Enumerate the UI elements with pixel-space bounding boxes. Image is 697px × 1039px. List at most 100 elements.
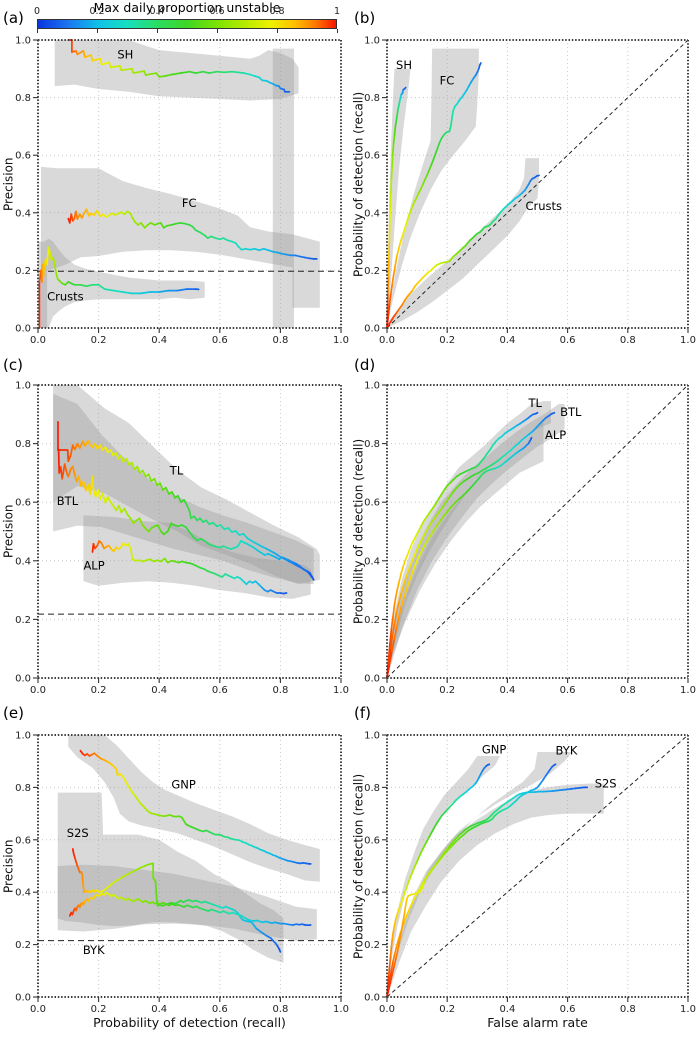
svg-text:0.2: 0.2 (15, 940, 31, 951)
panel-e-chart: 0.00.0 0.2 0.2 0.4 0.4 0.6 0.6 0.8 0.8 1.0 1.0 GNP S… (15, 731, 349, 1016)
x-axis-title-e: Probability of detection (recall) (93, 1015, 286, 1030)
panel-letter-b: (b) (354, 9, 376, 27)
svg-text:0.4: 0.4 (364, 556, 380, 567)
svg-text:0.8: 0.8 (272, 335, 288, 346)
svg-text:0.8: 0.8 (364, 93, 380, 104)
svg-text:0.6: 0.6 (364, 835, 380, 846)
svg-text:0.0: 0.0 (364, 674, 380, 685)
axis-tick-labels: 0.00.0 0.2 0.2 0.4 0.4 0.6 0.6 0.8 0.8 1.0 1.0 (364, 731, 696, 1016)
curve-label-ALP: ALP (545, 428, 566, 442)
svg-text:0.4: 0.4 (499, 335, 515, 346)
band-BTL (387, 404, 565, 678)
panel-b-chart: 0.00.0 0.2 0.2 0.4 0.4 0.6 0.6 0.8 0.8 1.0 1.0 SH FC… (364, 36, 696, 347)
svg-text:0.2: 0.2 (91, 335, 107, 346)
curve-GNP (386, 763, 491, 998)
svg-text:0.8: 0.8 (620, 685, 636, 696)
svg-text:0.0: 0.0 (364, 324, 380, 335)
curve-label-TL: TL (527, 396, 542, 410)
curve-GNP (79, 749, 312, 865)
svg-text:0.0: 0.0 (30, 335, 46, 346)
curve-label-Crusts: Crusts (525, 199, 562, 213)
svg-text:0.6: 0.6 (560, 685, 576, 696)
diagonal-reference-line (386, 734, 689, 998)
svg-text:1.0: 1.0 (333, 685, 349, 696)
panel-a-chart: 0.00.0 0.2 0.2 0.4 0.4 0.6 0.6 0.8 0.8 1.0 1.0 SH FC… (15, 36, 349, 347)
svg-text:0.0: 0.0 (379, 685, 395, 696)
svg-text:0.4: 0.4 (364, 208, 380, 219)
svg-text:0.4: 0.4 (151, 1004, 167, 1015)
svg-text:0.6: 0.6 (15, 498, 31, 509)
svg-text:0.2: 0.2 (364, 615, 380, 626)
curve-label-Crusts: Crusts (47, 290, 84, 304)
axis-ticks (382, 39, 689, 333)
panel-letter-d: (d) (354, 356, 376, 374)
curve-label-BTL: BTL (560, 405, 582, 419)
curve-FC (386, 62, 482, 329)
svg-text:0.6: 0.6 (212, 335, 228, 346)
band-ALP (387, 421, 544, 678)
confidence-bands (387, 48, 539, 329)
panel-c-chart: 0.00.0 0.2 0.2 0.4 0.4 0.6 0.6 0.8 0.8 1.0 1.0 TL BT… (15, 381, 349, 697)
curve-Crusts (386, 174, 540, 329)
colorbar-tick-label: 1 (333, 6, 341, 17)
colorbar-tick-mark (277, 29, 278, 33)
curve-label-TL: TL (169, 463, 184, 477)
band-Crusts (38, 238, 205, 328)
band-TL (53, 385, 320, 585)
confidence-bands (387, 752, 604, 997)
svg-text:0.4: 0.4 (15, 888, 31, 899)
curve-BTL (57, 448, 315, 581)
curve-label-FC: FC (440, 74, 455, 88)
svg-text:0.0: 0.0 (379, 1004, 395, 1015)
svg-text:0.8: 0.8 (364, 439, 380, 450)
curve-S2S (386, 786, 589, 998)
svg-text:1.0: 1.0 (364, 381, 380, 392)
svg-text:0.4: 0.4 (15, 208, 31, 219)
curve-label-GNP: GNP (482, 742, 507, 756)
axis-tick-labels: 0.00.0 0.2 0.2 0.4 0.4 0.6 0.6 0.8 0.8 1.0 1.0 (364, 36, 696, 347)
panel-letter-c: (c) (3, 356, 23, 374)
curve-SH (67, 39, 291, 93)
band-SH (272, 48, 294, 328)
curve-label-SH: SH (396, 58, 412, 72)
axis-ticks (382, 734, 689, 1002)
svg-text:0.8: 0.8 (272, 1004, 288, 1015)
grid-lines (387, 40, 688, 328)
curve-label-BTL: BTL (57, 494, 79, 508)
svg-text:0.6: 0.6 (560, 335, 576, 346)
colorbar-title: Max daily proportion unstable (93, 0, 281, 15)
svg-text:0.2: 0.2 (91, 1004, 107, 1015)
colorbar-tick-label: 0.4 (149, 6, 165, 17)
band-FC (387, 48, 479, 328)
svg-text:0.4: 0.4 (151, 685, 167, 696)
svg-text:1.0: 1.0 (680, 685, 696, 696)
curve-BYK (68, 891, 312, 927)
svg-text:1.0: 1.0 (680, 1004, 696, 1015)
curve-label-ALP: ALP (83, 559, 104, 573)
colorbar-tick-label: 0.2 (89, 6, 105, 17)
curve-label-GNP: GNP (171, 778, 196, 792)
svg-text:0.2: 0.2 (364, 940, 380, 951)
curve-FC (67, 208, 318, 260)
svg-text:0.8: 0.8 (15, 439, 31, 450)
curve-Crusts (38, 246, 200, 329)
curve-label-BYK: BYK (83, 943, 105, 957)
plot-frame (386, 734, 689, 998)
svg-text:0.2: 0.2 (439, 685, 455, 696)
svg-text:0.4: 0.4 (151, 335, 167, 346)
band-S2S (387, 783, 604, 997)
colorbar-tick-mark (337, 29, 338, 33)
confidence-bands (57, 735, 320, 963)
svg-text:0.8: 0.8 (364, 783, 380, 794)
curve-label-SH: SH (117, 48, 133, 62)
plot-frame (37, 39, 342, 329)
band-SH (54, 40, 299, 101)
svg-text:0.2: 0.2 (439, 1004, 455, 1015)
svg-text:1.0: 1.0 (15, 36, 31, 47)
colorbar-tick-label: 0 (33, 6, 41, 17)
curve-label-S2S: S2S (595, 776, 617, 790)
axis-ticks (382, 384, 689, 683)
band-Crusts (387, 158, 539, 328)
svg-text:0.6: 0.6 (364, 151, 380, 162)
svg-text:0.2: 0.2 (15, 266, 31, 277)
